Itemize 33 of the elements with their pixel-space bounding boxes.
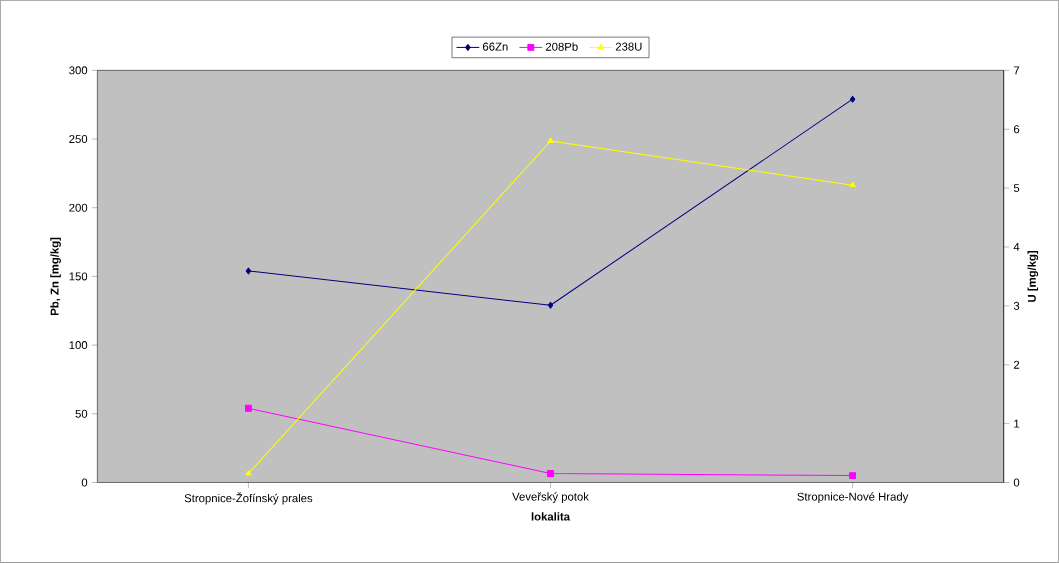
y-tick-label: 0: [81, 478, 88, 487]
point: [547, 470, 554, 478]
y-tick-label: 100: [69, 341, 88, 350]
y-tick-label: 300: [69, 66, 88, 75]
x-tick-label: Veveřský potok: [512, 492, 589, 503]
point: [245, 470, 252, 476]
y-tick-label: 50: [75, 409, 88, 418]
x-tick-label: Stropnice-Nové Hrady: [797, 492, 909, 503]
point: [849, 181, 856, 188]
y2-tick-label: 2: [1013, 360, 1020, 369]
point: [244, 404, 252, 412]
legend-label: 238U: [615, 42, 642, 51]
y-axis-title: Pb, Zn [mg/kg]: [50, 237, 61, 316]
y2-tick-label: 5: [1013, 184, 1020, 193]
point: [849, 472, 857, 480]
x-axis-title: lokalita: [531, 512, 571, 521]
y2-tick-label: 7: [1013, 66, 1020, 75]
y2-tick-label: 4: [1013, 243, 1020, 251]
point: [849, 95, 856, 103]
y-tick-label: 150: [69, 272, 88, 281]
y2-tick-label: 6: [1013, 125, 1020, 134]
y2-axis-title: U [mg/kg]: [1027, 251, 1039, 302]
y-tick-label: 250: [69, 135, 88, 144]
point: [547, 301, 554, 309]
y2-tick-label: 0: [1013, 478, 1020, 487]
point: [547, 137, 554, 144]
x-tick-label: Stropnice-Žofínský prales: [184, 492, 313, 505]
legend-label: 66Zn: [483, 42, 508, 51]
y2-tick-label: 3: [1013, 301, 1020, 310]
y-tick-label: 200: [69, 203, 88, 212]
legend-label: 208Pb: [545, 42, 578, 51]
point: [245, 267, 252, 275]
y2-tick-label: 1: [1014, 419, 1020, 428]
